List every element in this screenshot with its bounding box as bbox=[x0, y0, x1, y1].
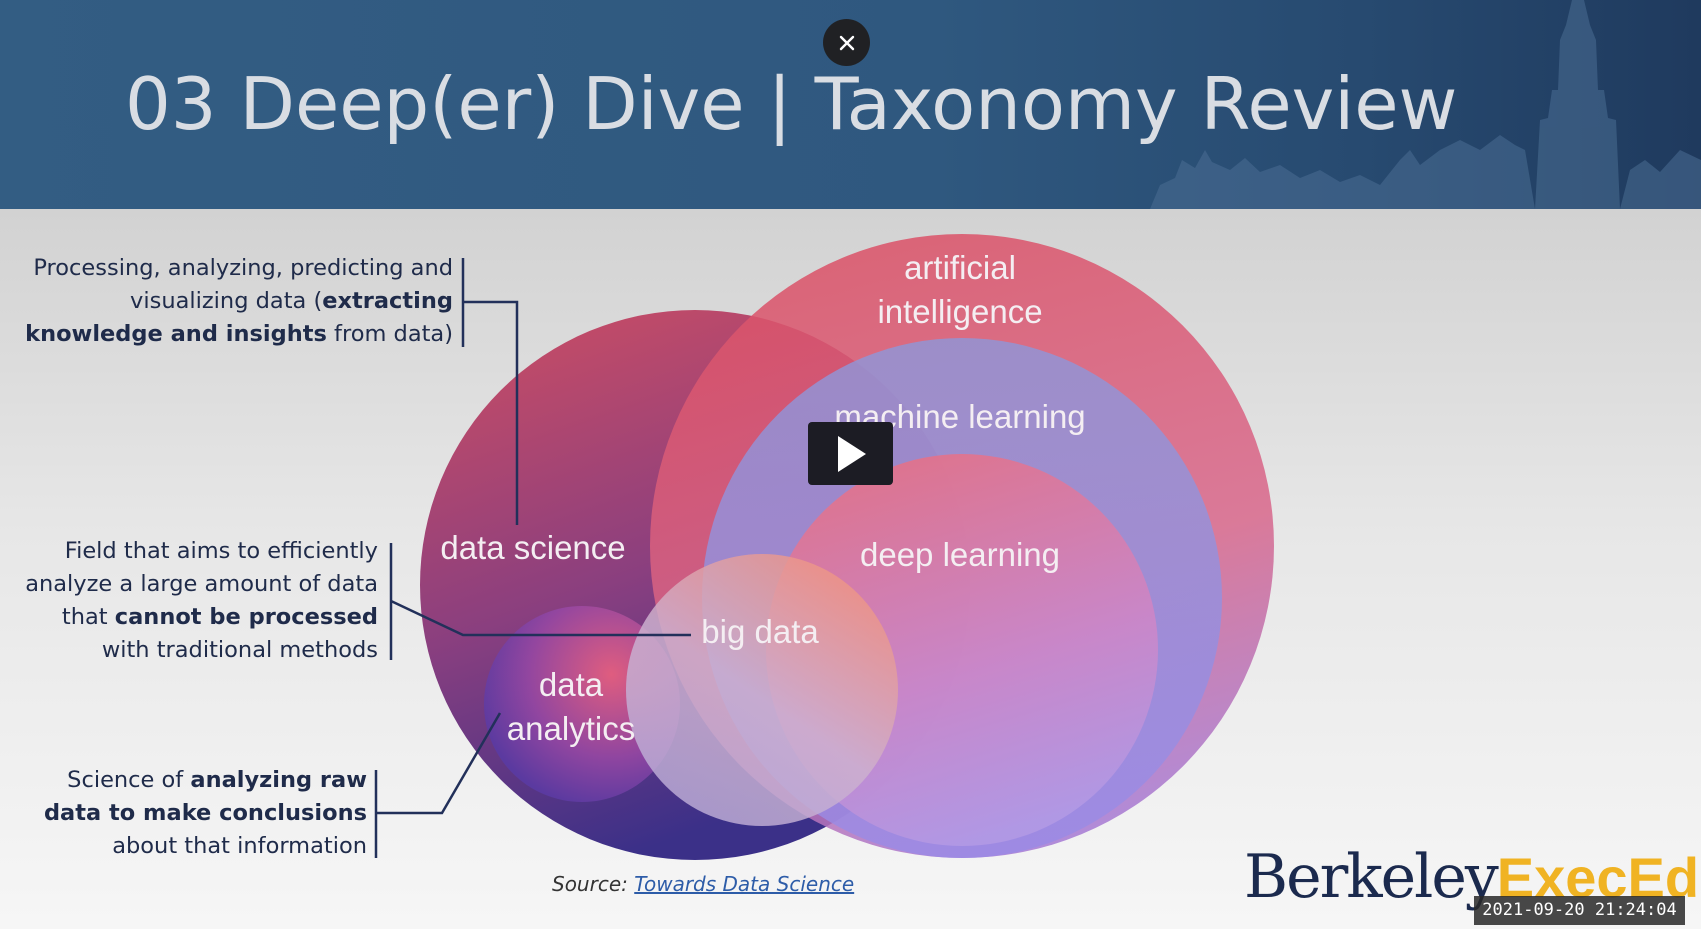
annotation-line: Science of analyzing raw bbox=[10, 764, 367, 797]
data-analytics-bracket bbox=[374, 712, 502, 858]
artificial-intelligence-label-line2: intelligence bbox=[877, 293, 1043, 330]
annotation-text: visualizing data ( bbox=[130, 288, 323, 314]
data-analytics-label-line1: data bbox=[538, 666, 604, 703]
annotation-text: that bbox=[61, 604, 115, 630]
annotation-bold-text: analyzing raw bbox=[190, 767, 367, 793]
annotation-text: from data) bbox=[326, 321, 453, 347]
annotation-line: analyze a large amount of data bbox=[25, 571, 378, 597]
deep-learning-label: deep learning bbox=[860, 536, 1060, 573]
data-science-label: data science bbox=[440, 529, 626, 566]
artificial-intelligence-label-line1: artificial bbox=[904, 249, 1016, 286]
annotation-line: that cannot be processed bbox=[10, 601, 378, 634]
annotation-line: Field that aims to efficiently bbox=[64, 538, 378, 564]
annotation-line: data to make conclusions bbox=[10, 797, 367, 830]
data-analytics-label: data analytics bbox=[490, 663, 652, 751]
source-prefix: Source: bbox=[552, 872, 635, 896]
data-analytics-annotation: Science of analyzing raw data to make co… bbox=[10, 764, 367, 863]
data-science-bracket bbox=[461, 258, 519, 525]
play-button[interactable] bbox=[808, 422, 893, 485]
slide-title: 03 Deep(er) Dive | Taxonomy Review bbox=[125, 62, 1458, 146]
source-citation: Source: Towards Data Science bbox=[552, 872, 854, 896]
big-data-annotation: Field that aims to efficiently analyze a… bbox=[10, 535, 378, 667]
big-data-bracket bbox=[389, 543, 691, 660]
big-data-label: big data bbox=[701, 613, 819, 650]
play-icon bbox=[837, 435, 866, 472]
annotation-connectors bbox=[374, 258, 691, 858]
annotation-bold-text: data to make conclusions bbox=[43, 800, 367, 826]
annotation-bold-text: extracting bbox=[322, 288, 453, 314]
video-timestamp: 2021-09-20 21:24:04 bbox=[1474, 896, 1685, 925]
big-data-circle bbox=[626, 554, 898, 826]
data-science-annotation: Processing, analyzing, predicting and vi… bbox=[10, 252, 453, 351]
annotation-text: Science of bbox=[67, 767, 191, 793]
data-analytics-label-line2: analytics bbox=[506, 710, 636, 747]
campanile-skyline-image bbox=[1150, 0, 1701, 209]
annotation-line: knowledge and insights from data) bbox=[10, 318, 453, 351]
source-link[interactable]: Towards Data Science bbox=[634, 872, 855, 896]
annotation-bold-text: cannot be processed bbox=[114, 604, 378, 630]
annotation-line: with traditional methods bbox=[101, 637, 378, 663]
annotation-bold-text: knowledge and insights bbox=[25, 321, 327, 347]
artificial-intelligence-label: artificial intelligence bbox=[860, 246, 1060, 334]
close-button[interactable] bbox=[823, 19, 870, 66]
close-icon bbox=[839, 35, 854, 50]
logo-berkeley-text: Berkeley bbox=[1244, 842, 1499, 912]
annotation-line: about that information bbox=[112, 833, 367, 859]
annotation-line: Processing, analyzing, predicting and bbox=[33, 255, 453, 281]
annotation-line: visualizing data (extracting bbox=[10, 285, 453, 318]
